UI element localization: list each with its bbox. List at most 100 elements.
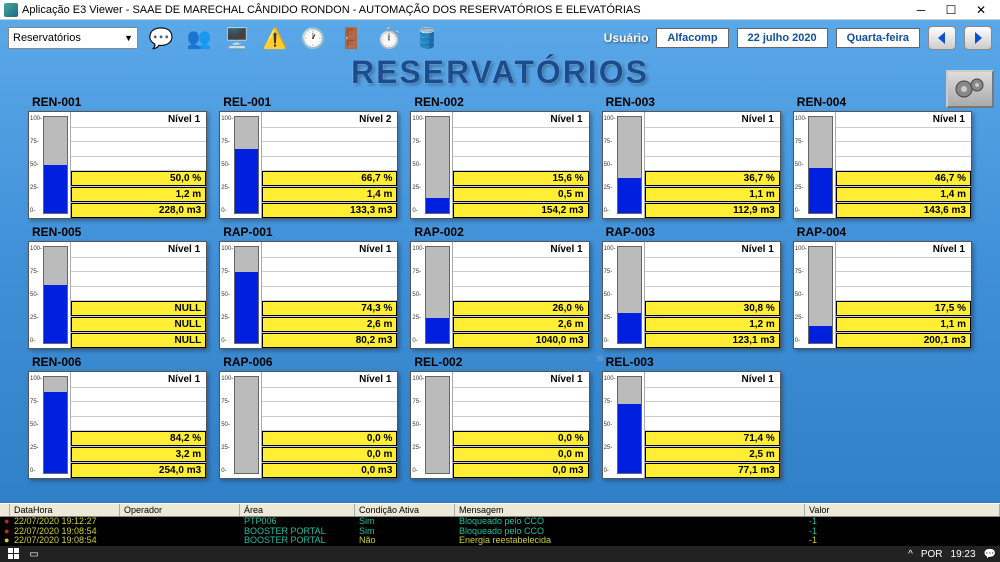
depth-value: 1,2 m (645, 317, 780, 332)
main-content: Reservatórios ▼ 💬 👥 🖥️ ⚠️ 🕐 🚪 ⏱️ 🛢️ Usuá… (0, 20, 1000, 503)
percent-value: 84,2 % (71, 431, 206, 446)
volume-value: NULL (71, 333, 206, 348)
reservoir-card[interactable]: REL-003 100-75-50-25-0- Nível 1 71,4 % 2… (602, 355, 781, 479)
log-col-area[interactable]: Área (240, 504, 355, 516)
tank-gauge: 100-75-50-25-0- (411, 242, 453, 348)
tank-gauge: 100-75-50-25-0- (603, 112, 645, 218)
tank-gauge: 100-75-50-25-0- (411, 372, 453, 478)
volume-value: 77,1 m3 (645, 463, 780, 478)
start-button[interactable] (4, 547, 24, 561)
tank-gauge: 100-75-50-25-0- (29, 242, 71, 348)
tank-icon[interactable]: 🛢️ (412, 23, 442, 53)
log-row[interactable]: ● 22/07/2020 19:08:54 BOOSTER PORTAL Não… (0, 536, 1000, 546)
reservoir-card[interactable]: RAP-003 100-75-50-25-0- Nível 1 30,8 % 1… (602, 225, 781, 349)
toolbar: Reservatórios ▼ 💬 👥 🖥️ ⚠️ 🕐 🚪 ⏱️ 🛢️ Usuá… (0, 20, 1000, 56)
level-label: Nível 1 (453, 112, 588, 128)
reservoir-panel: 100-75-50-25-0- Nível 1 46,7 % 1,4 m 143… (793, 111, 972, 219)
level-label: Nível 2 (262, 112, 397, 128)
reservoir-card[interactable]: RAP-001 100-75-50-25-0- Nível 1 74,3 % 2… (219, 225, 398, 349)
notification-icon[interactable]: 💬 (984, 549, 996, 560)
app-icon (4, 3, 18, 17)
volume-value: 80,2 m3 (262, 333, 397, 348)
reservoir-card[interactable]: REN-006 100-75-50-25-0- Nível 1 84,2 % 3… (28, 355, 207, 479)
taskbar-time: 19:23 (951, 549, 976, 560)
log-col-msg[interactable]: Mensagem (455, 504, 805, 516)
reservoir-card[interactable]: RAP-004 100-75-50-25-0- Nível 1 17,5 % 1… (793, 225, 972, 349)
depth-value: 3,2 m (71, 447, 206, 462)
log-col-cond[interactable]: Condição Ativa (355, 504, 455, 516)
volume-value: 143,6 m3 (836, 203, 971, 218)
reservoir-card[interactable]: REL-001 100-75-50-25-0- Nível 2 66,7 % 1… (219, 95, 398, 219)
reservoir-panel: 100-75-50-25-0- Nível 1 30,8 % 1,2 m 123… (602, 241, 781, 349)
percent-value: 71,4 % (645, 431, 780, 446)
users-icon[interactable]: 👥 (184, 23, 214, 53)
taskbar-lang[interactable]: POR (921, 549, 943, 560)
minimize-button[interactable]: ─ (906, 1, 936, 19)
tank-gauge: 100-75-50-25-0- (603, 242, 645, 348)
reservoir-card[interactable]: REN-005 100-75-50-25-0- Nível 1 NULL NUL… (28, 225, 207, 349)
depth-value: 1,2 m (71, 187, 206, 202)
reservoir-card[interactable]: RAP-006 100-75-50-25-0- Nível 1 0,0 % 0,… (219, 355, 398, 479)
depth-value: 0,0 m (262, 447, 397, 462)
reservoir-id: REN-006 (28, 355, 207, 369)
maximize-button[interactable]: ☐ (936, 1, 966, 19)
level-label: Nível 1 (453, 242, 588, 258)
monitor-icon[interactable]: 🖥️ (222, 23, 252, 53)
log-row[interactable]: ● 22/07/2020 19:08:54 BOOSTER PORTAL Sim… (0, 527, 1000, 537)
reservoir-card[interactable]: REL-002 100-75-50-25-0- Nível 1 0,0 % 0,… (410, 355, 589, 479)
door-icon[interactable]: 🚪 (336, 23, 366, 53)
tank-gauge: 100-75-50-25-0- (220, 242, 262, 348)
percent-value: 46,7 % (836, 171, 971, 186)
log-col-value[interactable]: Valor (805, 504, 1000, 516)
reservoir-card[interactable]: REN-002 100-75-50-25-0- Nível 1 15,6 % 0… (410, 95, 589, 219)
alert-icon[interactable]: ⚠️ (260, 23, 290, 53)
depth-value: 2,5 m (645, 447, 780, 462)
level-label: Nível 1 (453, 372, 588, 388)
volume-value: 228,0 m3 (71, 203, 206, 218)
gauge-icon[interactable]: ⏱️ (374, 23, 404, 53)
nav-next-button[interactable] (964, 26, 992, 50)
tank-gauge: 100-75-50-25-0- (603, 372, 645, 478)
volume-value: 254,0 m3 (71, 463, 206, 478)
percent-value: 50,0 % (71, 171, 206, 186)
log-body[interactable]: ● 22/07/2020 19:12:27 PTP006 Sim Bloquea… (0, 517, 1000, 546)
reservoir-id: REL-002 (410, 355, 589, 369)
percent-value: 0,0 % (262, 431, 397, 446)
level-label: Nível 1 (836, 112, 971, 128)
depth-value: 1,4 m (262, 187, 397, 202)
nav-prev-button[interactable] (928, 26, 956, 50)
log-col-operator[interactable]: Operador (120, 504, 240, 516)
depth-value: 2,6 m (262, 317, 397, 332)
percent-value: 66,7 % (262, 171, 397, 186)
percent-value: 36,7 % (645, 171, 780, 186)
clock-icon[interactable]: 🕐 (298, 23, 328, 53)
reservoir-id: REL-001 (219, 95, 398, 109)
chevron-down-icon: ▼ (124, 33, 133, 43)
task-icon[interactable]: ▭ (24, 547, 44, 561)
user-value-box: Alfacomp (656, 28, 728, 48)
reservoir-card[interactable]: REN-003 100-75-50-25-0- Nível 1 36,7 % 1… (602, 95, 781, 219)
reservoir-panel: 100-75-50-25-0- Nível 1 0,0 % 0,0 m 0,0 … (410, 371, 589, 479)
close-button[interactable]: ✕ (966, 1, 996, 19)
level-label: Nível 1 (836, 242, 971, 258)
percent-value: 26,0 % (453, 301, 588, 316)
reservoir-card[interactable]: REN-004 100-75-50-25-0- Nível 1 46,7 % 1… (793, 95, 972, 219)
help-icon[interactable]: 💬 (146, 23, 176, 53)
tank-gauge: 100-75-50-25-0- (794, 242, 836, 348)
reservoir-id: REN-005 (28, 225, 207, 239)
reservoir-id: REN-003 (602, 95, 781, 109)
reservoir-card[interactable]: RAP-002 100-75-50-25-0- Nível 1 26,0 % 2… (410, 225, 589, 349)
percent-value: 17,5 % (836, 301, 971, 316)
level-label: Nível 1 (71, 112, 206, 128)
log-col-datetime[interactable]: DataHora (10, 504, 120, 516)
log-row[interactable]: ● 22/07/2020 19:12:27 PTP006 Sim Bloquea… (0, 517, 1000, 527)
volume-value: 123,1 m3 (645, 333, 780, 348)
reservoir-id: RAP-004 (793, 225, 972, 239)
reservoir-card[interactable]: REN-001 100-75-50-25-0- Nível 1 50,0 % 1… (28, 95, 207, 219)
view-dropdown[interactable]: Reservatórios ▼ (8, 27, 138, 49)
settings-button[interactable] (946, 70, 994, 108)
tray-chevron-icon[interactable]: ^ (908, 549, 913, 560)
reservoir-id: REN-002 (410, 95, 589, 109)
tank-gauge: 100-75-50-25-0- (411, 112, 453, 218)
level-label: Nível 1 (71, 242, 206, 258)
